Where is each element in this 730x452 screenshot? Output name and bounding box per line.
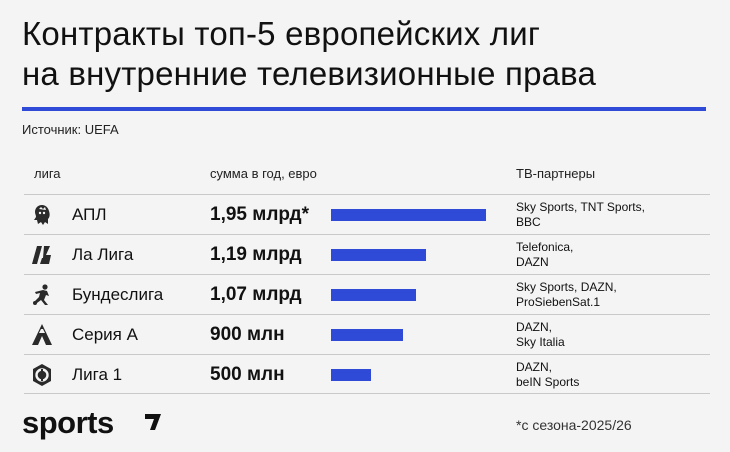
amount-label: 1,95 млрд*: [210, 204, 309, 225]
league-name: Лига 1: [72, 365, 123, 384]
tv-partners: Sky Sports, TNT Sports, BBC: [516, 200, 706, 230]
tv-partner-line: BBC: [516, 215, 541, 229]
header-league: лига: [34, 166, 61, 181]
amount-bar: [331, 289, 417, 301]
tv-partner-line: ProSiebenSat.1: [516, 295, 601, 309]
title-divider: [22, 107, 706, 111]
tv-partner-line: Sky Sports, DAZN,: [516, 280, 617, 294]
tv-partners: Sky Sports, DAZN, ProSiebenSat.1: [516, 280, 706, 310]
tv-partners: DAZN, beIN Sports: [516, 360, 706, 390]
amount-label: 500 млн: [210, 364, 285, 385]
bundesliga-player-icon: [30, 283, 54, 307]
header-amount: сумма в год, евро: [210, 166, 317, 181]
page-title: Контракты топ-5 европейских лиг на внутр…: [22, 14, 712, 94]
amount-label: 1,19 млрд: [210, 244, 302, 265]
brand-logo: sports: [22, 405, 114, 440]
amount-label: 1,07 млрд: [210, 284, 302, 305]
league-name: АПЛ: [72, 205, 107, 224]
title-line-1: Контракты топ-5 европейских лиг: [22, 15, 541, 52]
table-row: Ла Лига 1,19 млрд Telefonica, DAZN: [24, 234, 710, 274]
ligue-1-icon: [30, 363, 54, 387]
amount-bar: [331, 209, 486, 221]
table-row: Бундеслига 1,07 млрд Sky Sports, DAZN, ProS…: [24, 274, 710, 314]
table-row: АПЛ 1,95 млрд* Sky Sports, TNT Sports, BBC: [24, 194, 710, 234]
league-name: Ла Лига: [72, 245, 134, 264]
amount-bar: [331, 329, 403, 341]
header-partners: ТВ-партнеры: [516, 166, 596, 181]
amount-label: 900 млн: [210, 324, 285, 345]
league-name: Бундеслига: [72, 285, 164, 304]
tv-partners: DAZN, Sky Italia: [516, 320, 706, 350]
tv-partner-line: Telefonica,: [516, 240, 574, 254]
tv-partner-line: Sky Sports, TNT Sports,: [516, 200, 645, 214]
table-row: Серия А 900 млн DAZN, Sky Italia: [24, 314, 710, 354]
premier-league-lion-icon: [30, 203, 54, 227]
league-table: АПЛ 1,95 млрд* Sky Sports, TNT Sports, BBC Л…: [24, 194, 710, 394]
tv-partner-line: Sky Italia: [516, 335, 565, 349]
tv-partner-line: DAZN: [516, 255, 549, 269]
source-label: Источник: UEFA: [22, 122, 119, 137]
tv-partner-line: DAZN,: [516, 320, 552, 334]
tv-partner-line: beIN Sports: [516, 375, 580, 389]
title-line-2: на внутренние телевизионные права: [22, 55, 597, 92]
amount-bar: [331, 369, 371, 381]
brand-slash-icon: [145, 414, 161, 430]
laliga-icon: [30, 243, 54, 267]
league-name: Серия А: [72, 325, 138, 344]
tv-partner-line: DAZN,: [516, 360, 552, 374]
table-row: Лига 1 500 млн DAZN, beIN Sports: [24, 354, 710, 394]
tv-partners: Telefonica, DAZN: [516, 240, 706, 270]
serie-a-icon: [30, 323, 54, 347]
footnote: *с сезона-2025/26: [516, 417, 632, 433]
amount-bar: [331, 249, 426, 261]
